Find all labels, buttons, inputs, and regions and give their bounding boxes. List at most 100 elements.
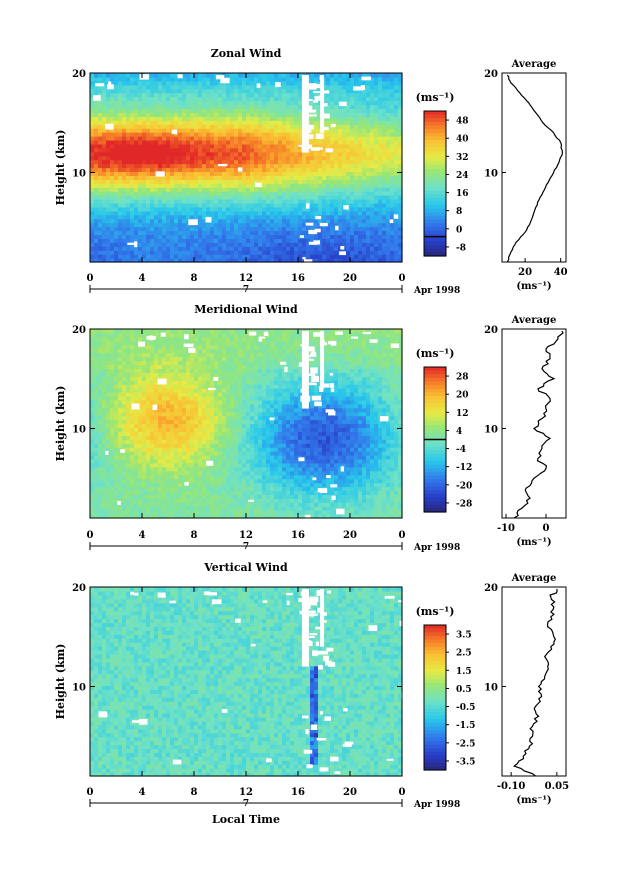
heatmap-cell <box>318 234 323 239</box>
heatmap-cell <box>214 92 219 98</box>
heatmap-cell <box>182 112 187 117</box>
heatmap-cell <box>362 179 367 184</box>
heatmap-cell <box>346 167 351 173</box>
heatmap-cell <box>174 443 179 448</box>
heatmap-cell <box>390 128 395 133</box>
heatmap-cell <box>90 187 95 192</box>
heatmap-cell <box>390 195 395 200</box>
heatmap-cell <box>374 112 379 117</box>
heatmap-cell <box>310 163 315 169</box>
heatmap-cell <box>362 100 367 106</box>
heatmap-cell <box>202 96 207 102</box>
heatmap-cell <box>178 191 183 196</box>
heatmap-cell <box>398 191 403 196</box>
heatmap-cell <box>250 151 255 157</box>
heatmap-cell <box>254 100 259 106</box>
heatmap-cell <box>154 340 159 346</box>
heatmap-cell <box>314 120 319 125</box>
heatmap-cell <box>166 443 171 448</box>
heatmap-cell <box>254 159 259 165</box>
heatmap-cell <box>146 116 151 121</box>
heatmap-cell <box>98 136 103 141</box>
heatmap-cell <box>178 258 183 263</box>
heatmap-cell <box>90 364 95 369</box>
heatmap-cell <box>118 80 123 86</box>
heatmap-cell <box>314 202 319 208</box>
heatmap-cell <box>398 108 403 113</box>
heatmap-cell <box>326 222 331 228</box>
heatmap-cell <box>118 202 123 208</box>
heatmap-cell <box>90 175 95 180</box>
heatmap-cell <box>214 147 219 153</box>
heatmap-cell <box>258 202 263 208</box>
heatmap-cell <box>282 175 287 180</box>
heatmap-cell <box>150 128 155 133</box>
heatmap-cell <box>94 147 99 153</box>
heatmap-cell <box>150 427 155 432</box>
heatmap-cell <box>134 202 139 208</box>
heatmap-cell <box>106 490 111 495</box>
heatmap-cell <box>346 151 351 157</box>
heatmap-cell <box>142 360 147 366</box>
heatmap-cell <box>378 108 383 113</box>
heatmap-cell <box>390 191 395 196</box>
heatmap-cell <box>138 447 143 452</box>
heatmap-cell <box>378 76 383 82</box>
heatmap-cell <box>130 356 135 362</box>
heatmap-cell <box>158 128 163 133</box>
heatmap-cell <box>378 171 383 176</box>
heatmap-cell <box>98 411 103 417</box>
heatmap-cell <box>318 238 323 243</box>
heatmap-cell <box>306 242 311 247</box>
heatmap-cell <box>194 214 199 220</box>
heatmap-cell <box>326 202 331 208</box>
heatmap-cell <box>114 238 119 243</box>
heatmap-cell <box>118 352 123 358</box>
data-gap <box>306 106 313 111</box>
heatmap-cell <box>110 360 115 366</box>
heatmap-cell <box>294 218 299 224</box>
heatmap-cell <box>174 392 179 397</box>
heatmap-cell <box>322 163 327 169</box>
heatmap-cell <box>378 202 383 208</box>
heatmap-cell <box>390 206 395 212</box>
heatmap-cell <box>194 84 199 90</box>
heatmap-cell <box>370 159 375 165</box>
heatmap-cell <box>358 116 363 121</box>
heatmap-cell <box>298 96 303 102</box>
heatmap-cell <box>202 234 207 239</box>
heatmap-cell <box>270 76 275 82</box>
heatmap-cell <box>294 179 299 184</box>
heatmap-cell <box>270 254 275 259</box>
heatmap-cell <box>298 238 303 243</box>
data-gap <box>325 148 333 153</box>
heatmap-cell <box>114 395 119 401</box>
heatmap-cell <box>310 73 315 78</box>
heatmap-cell <box>342 179 347 184</box>
heatmap-cell <box>106 431 111 436</box>
heatmap-cell <box>222 179 227 184</box>
heatmap-cell <box>222 222 227 228</box>
heatmap-cell <box>166 147 171 153</box>
heatmap-cell <box>106 427 111 432</box>
heatmap-cell <box>138 242 143 247</box>
heatmap-cell <box>222 250 227 255</box>
heatmap-cell <box>166 238 171 243</box>
heatmap-cell <box>362 139 367 145</box>
heatmap-cell <box>158 482 163 488</box>
heatmap-cell <box>290 159 295 165</box>
heatmap-cell <box>138 458 143 464</box>
heatmap-cell <box>394 116 399 121</box>
heatmap-cell <box>158 88 163 94</box>
heatmap-cell <box>114 427 119 432</box>
heatmap-cell <box>130 451 135 456</box>
heatmap-cell <box>118 372 123 377</box>
heatmap-cell <box>238 80 243 86</box>
heatmap-cell <box>166 329 171 334</box>
heatmap-cell <box>154 447 159 452</box>
heatmap-cell <box>158 392 163 397</box>
heatmap-cell <box>178 136 183 141</box>
heatmap-cell <box>186 80 191 86</box>
heatmap-cell <box>298 246 303 251</box>
heatmap-cell <box>198 124 203 129</box>
